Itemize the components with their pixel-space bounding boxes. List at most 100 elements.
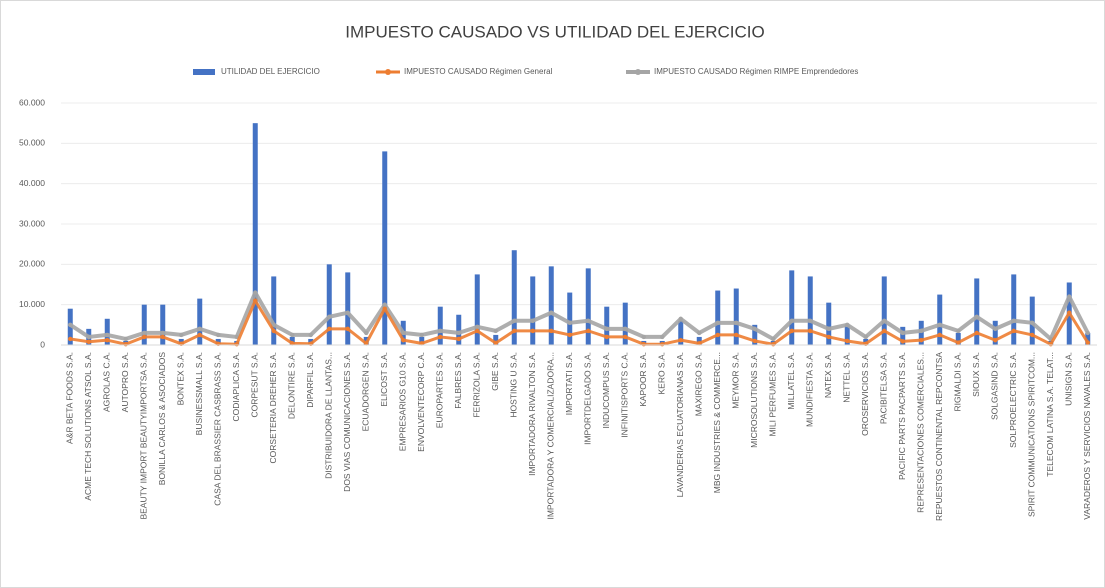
bar [160,304,166,345]
line-marker [197,332,202,338]
line-marker [974,330,979,336]
bar [844,324,850,345]
line-marker [438,328,443,334]
line-marker [604,334,609,340]
x-tick-label: BEAUTY IMPORT BEAUTYIMPORTSA S.A. [139,352,149,520]
x-tick-label: CODIAPLICA S.A. [231,352,241,421]
line-marker [1085,340,1090,345]
bar [604,306,610,345]
line-marker [1067,294,1072,299]
x-tick-label: PACIBITELSA S.A. [879,352,889,424]
x-tick-label: UNISIGN S.A. [1064,352,1074,406]
line-marker [253,290,258,295]
x-tick-label: DOS VIAS COMUNICACIONES S.A. [342,352,352,492]
line-marker [882,328,887,334]
line-marker [660,341,665,347]
x-tick-label: MAXIREGO S.A. [694,352,704,416]
legend-swatch [193,69,215,75]
line-marker [604,326,609,332]
line-marker [993,326,998,332]
legend-marker [635,69,641,75]
x-tick-label: FERRIZOLA S.A. [472,352,482,418]
line-marker [197,326,202,332]
line-marker [364,330,369,336]
bar [197,298,203,345]
line-marker [900,330,905,336]
x-tick-label: REPUESTOS CONTINENTAL REPCONTSA [934,352,944,521]
bar [141,304,147,345]
x-tick-label: SIOUX S.A. [971,352,981,397]
x-tick-label: IMPORTADORA RIVALTON S.A. [527,352,537,476]
bar [881,276,887,345]
line-marker [974,314,979,319]
line-marker [1030,332,1035,338]
legend-label: IMPUESTO CAUSADO Régimen RIMPE Emprended… [654,67,858,76]
line-marker [826,326,831,332]
bar [807,276,813,345]
x-tick-label: GIBE S.A. [490,352,500,391]
x-tick-label: REPRESENTACIONES COMERCIALES... [916,352,926,513]
line-marker [845,322,850,328]
line-marker [1085,330,1090,336]
x-tick-label: NETTEL S.A. [842,352,852,403]
line-marker [512,318,517,323]
x-tick-label: EUROPARTES S.A. [435,352,445,428]
x-tick-label: DIPARFIL S.A. [305,352,315,408]
x-tick-label: PACIFIC PARTS PACPARTS S.A. [897,352,907,480]
x-tick-label: TELECOM LATINA S.A. TELAT... [1045,352,1055,477]
bar [1011,274,1017,345]
bar [456,314,462,345]
line-marker [419,332,424,338]
line-marker [271,322,276,328]
line-marker [641,334,646,340]
x-tick-label: MILLATEL S.A. [786,352,796,410]
line-marker [623,326,628,332]
bar [493,334,499,345]
line-marker [493,340,498,346]
line-marker [456,330,461,336]
bar [733,288,739,345]
bar [271,276,277,345]
x-tick-label: ENVOLVENTECORP C.A. [416,352,426,452]
line-marker [271,328,276,334]
bar [974,278,980,345]
line-marker [826,334,831,340]
x-tick-label: BONTEX S.A. [176,352,186,405]
bar [437,306,443,345]
bar [585,268,591,345]
bar [955,332,961,345]
x-tick-label: HOSTING U S.A. [509,352,519,418]
x-tick-label: OROSERVICIOS S.A. [860,352,870,436]
x-tick-label: CASA DEL BRASSIER CASBRASS S.A. [213,352,223,506]
x-tick-label: MILI PERFUMES S.A. [768,352,778,437]
line-marker [493,328,498,334]
x-tick-label: CORPESUT S.A. [250,352,260,418]
x-tick-label: ELICOST S.A. [379,352,389,407]
line-marker [752,326,757,332]
bar [474,274,480,345]
legend-marker [385,69,391,75]
x-tick-label: BONILLA CARLOS & ASOCIADOS [157,352,167,486]
line-marker [179,332,184,338]
x-tick-label: AUTOPRO S.A. [120,352,130,412]
line-marker [771,341,776,347]
bar [567,292,573,345]
x-tick-label: A&R BETA FOODS S.A. [65,352,75,444]
line-marker [900,339,905,344]
line-marker [678,316,683,321]
line-marker [530,318,535,323]
x-tick-label: CORSETERIA DREHER S.A. [268,352,278,463]
line-marker [290,341,295,346]
line-marker [86,339,91,344]
line-marker [808,318,813,323]
line-marker [993,337,998,343]
bar [252,123,258,346]
x-tick-label: KERO S.A. [657,352,667,395]
line-series [70,299,1090,346]
line-marker [68,322,73,328]
line-marker [68,336,73,342]
line-marker [734,320,739,326]
line-marker [623,334,628,340]
line-marker [160,334,165,340]
line-marker [345,310,350,315]
